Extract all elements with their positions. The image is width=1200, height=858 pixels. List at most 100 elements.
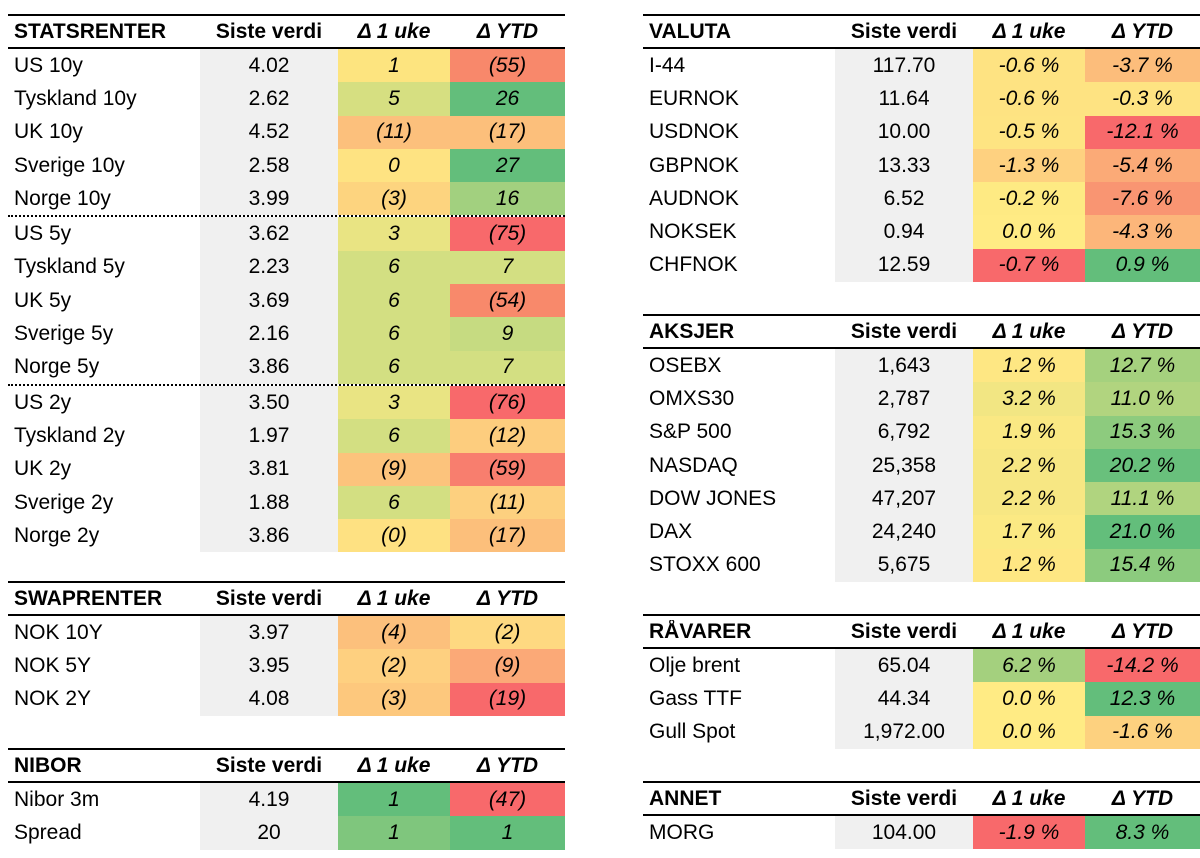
table-row: Nibor 3m 4.19 1 (47) [8,783,565,817]
row-label: Tyskland 2y [14,423,125,447]
last-value: 6.52 [835,182,973,216]
last-value: 12.59 [835,248,973,283]
table-row: Sverige 10y 2.58 0 27 [8,148,565,183]
last-value: 3.81 [200,452,338,486]
ytd-change: (19) [450,682,565,716]
table-row: Tyskland 5y 2.23 6 7 [8,250,565,285]
table-row: NASDAQ 25,358 2.2 % 20.2 % [643,448,1200,483]
table-row: UK 10y 4.52 (11) (17) [8,115,565,149]
ytd-change: -5.4 % [1085,148,1200,183]
last-value: 1,972.00 [835,715,973,749]
last-value: 104.00 [835,816,973,850]
week-change: 6 [338,485,450,520]
week-change: -1.9 % [973,816,1085,850]
week-change: 6 [338,419,450,453]
week-change: 3.2 % [973,382,1085,416]
ytd-change: 7 [450,350,565,384]
header-cell: Siste verdi [215,586,323,610]
last-value: 10.00 [835,115,973,149]
table-row: STOXX 600 5,675 1.2 % 15.4 % [643,548,1200,583]
ytd-change: 27 [450,148,565,183]
row-label: Nibor 3m [14,787,100,811]
week-change: -0.6 % [973,49,1085,83]
row-label: NASDAQ [649,453,738,477]
header-cell: RÅVARER [649,619,752,643]
week-change: 1 [338,816,450,850]
ytd-change: (47) [450,783,565,817]
ytd-change: (76) [450,385,565,420]
table-header: ANNET Siste verdi Δ 1 uke Δ YTD [643,781,1200,816]
last-value: 4.08 [200,682,338,716]
last-value: 4.52 [200,115,338,149]
table-row: NOK 2Y 4.08 (3) (19) [8,682,565,716]
table-row: OMXS30 2,787 3.2 % 11.0 % [643,382,1200,416]
ytd-change: -12.1 % [1085,115,1200,149]
row-label: Spread [14,820,82,844]
ytd-change: 9 [450,317,565,351]
table-row: UK 5y 3.69 6 (54) [8,284,565,318]
week-change: (4) [338,616,450,650]
row-label: UK 5y [14,288,72,312]
header-cell: Δ YTD [476,586,539,610]
table-header: VALUTA Siste verdi Δ 1 uke Δ YTD [643,14,1200,49]
last-value: 1,643 [835,349,973,383]
table-row: Gull Spot 1,972.00 0.0 % -1.6 % [643,715,1200,749]
last-value: 2.23 [200,250,338,285]
ytd-change: -0.3 % [1085,82,1200,116]
last-value: 13.33 [835,148,973,183]
week-change: (3) [338,682,450,716]
last-value: 24,240 [835,515,973,549]
header-cell: Δ 1 uke [992,619,1066,643]
table-row: I-44 117.70 -0.6 % -3.7 % [643,49,1200,83]
row-label: Sverige 2y [14,490,114,514]
ravarer-table: RÅVARER Siste verdi Δ 1 uke Δ YTD Olje brent… [643,614,1200,749]
last-value: 2.16 [200,317,338,351]
table-row: Spread 20 1 1 [8,816,565,850]
ytd-change: 16 [450,182,565,216]
row-label: Tyskland 5y [14,255,125,279]
header-cell: Δ 1 uke [357,19,431,43]
ytd-change: (11) [450,485,565,520]
header-cell: Δ YTD [476,753,539,777]
last-value: 4.02 [200,49,338,83]
table-row: Sverige 2y 1.88 6 (11) [8,485,565,520]
ytd-change: -1.6 % [1085,715,1200,749]
last-value: 3.69 [200,284,338,318]
row-label: Norge 2y [14,523,100,547]
row-label: EURNOK [649,86,739,110]
header-cell: Δ YTD [1111,19,1174,43]
week-change: 6 [338,250,450,285]
last-value: 0.94 [835,215,973,249]
last-value: 2.58 [200,148,338,183]
header-cell: SWAPRENTER [14,586,163,610]
row-label: Gass TTF [649,686,742,710]
table-row: Tyskland 2y 1.97 6 (12) [8,419,565,453]
ytd-change: 12.7 % [1085,349,1200,383]
ytd-change: (75) [450,217,565,251]
statsrenter-table: STATSRENTER Siste verdi Δ 1 uke Δ YTD US 10y… [8,14,565,553]
ytd-change: 15.3 % [1085,415,1200,449]
table-row: NOK 10Y 3.97 (4) (2) [8,616,565,650]
last-value: 1.97 [200,419,338,453]
header-cell: NIBOR [14,753,82,777]
last-value: 4.19 [200,783,338,817]
ytd-change: (17) [450,115,565,149]
header-cell: Siste verdi [850,319,958,343]
row-label: Norge 10y [14,186,111,210]
table-row: Gass TTF 44.34 0.0 % 12.3 % [643,682,1200,716]
last-value: 44.34 [835,682,973,716]
header-cell: STATSRENTER [14,19,167,43]
table-row: NOKSEK 0.94 0.0 % -4.3 % [643,215,1200,249]
header-cell: Siste verdi [850,786,958,810]
ytd-change: 0.9 % [1085,248,1200,283]
valuta-table: VALUTA Siste verdi Δ 1 uke Δ YTD I-44 117.70-… [643,14,1200,283]
table-row: CHFNOK 12.59 -0.7 % 0.9 % [643,248,1200,283]
week-change: 5 [338,82,450,116]
ytd-change: 21.0 % [1085,515,1200,549]
week-change: 0.0 % [973,682,1085,716]
row-label: UK 10y [14,120,83,144]
header-cell: Δ 1 uke [992,319,1066,343]
row-label: Olje brent [649,653,741,677]
header-cell: ANNET [649,786,722,810]
header-cell: Siste verdi [215,753,323,777]
